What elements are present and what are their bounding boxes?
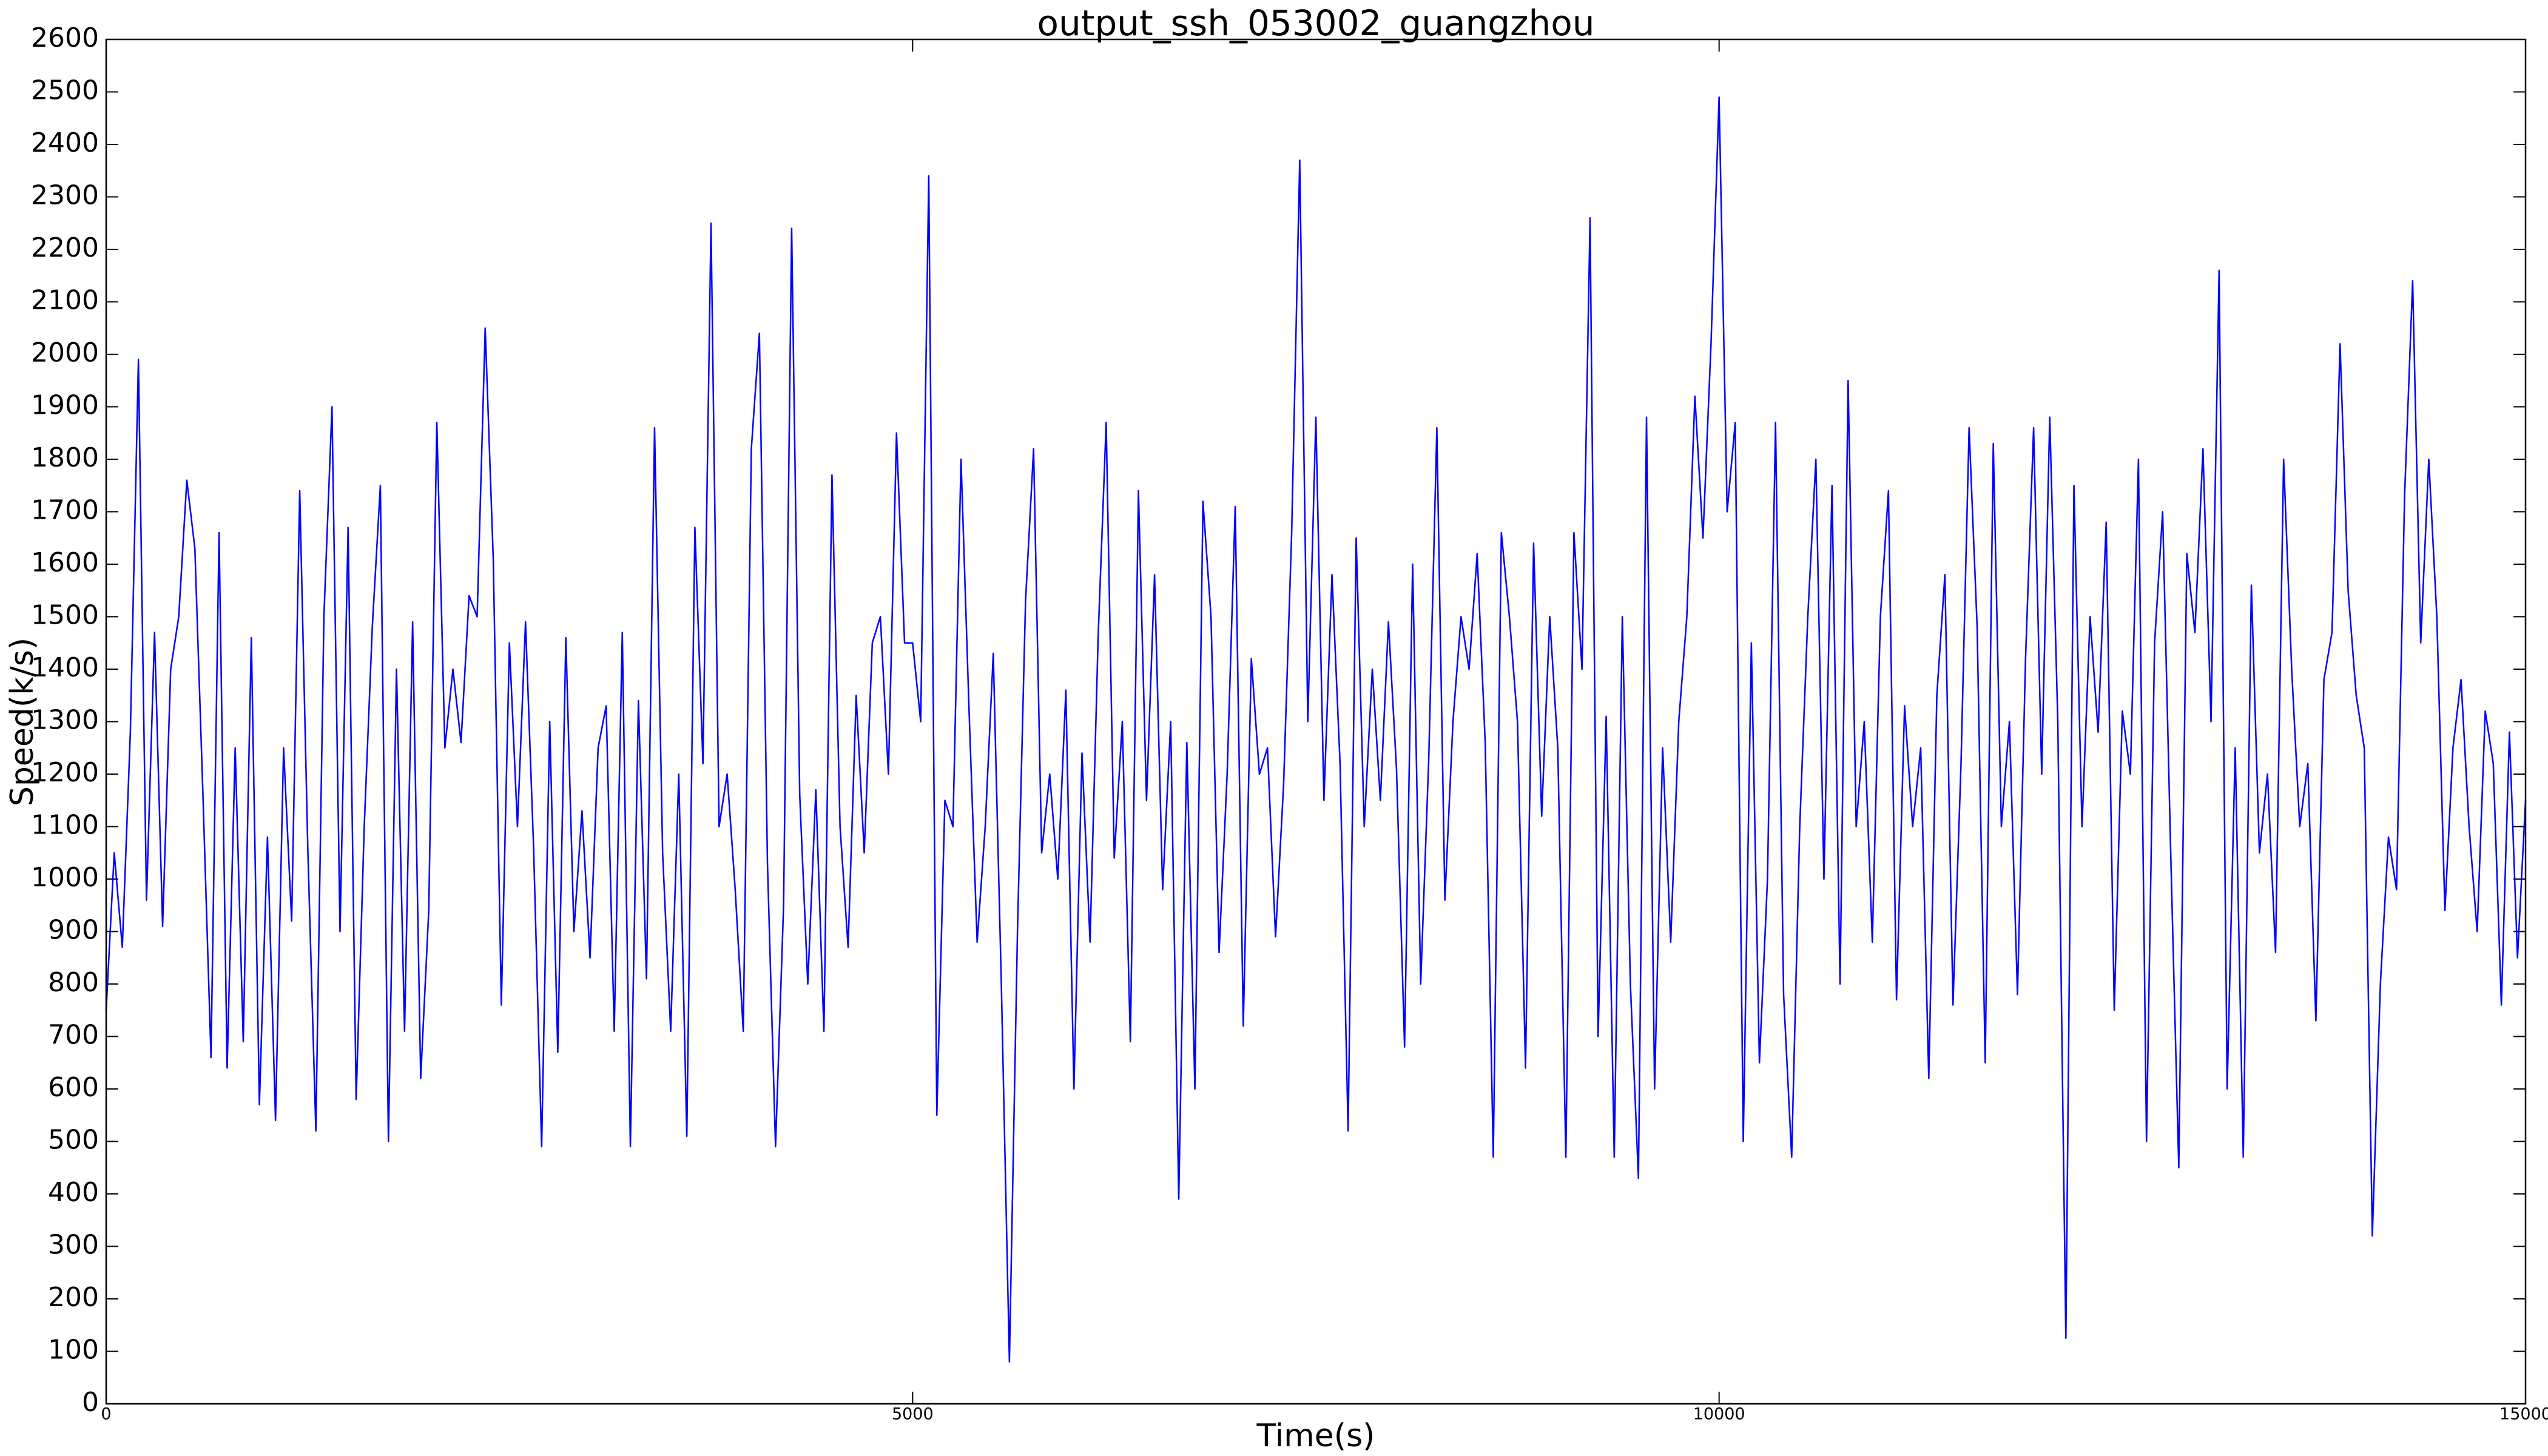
y-tick-label: 2600: [31, 22, 99, 53]
y-tick-label: 2300: [31, 180, 99, 211]
y-tick-label: 2100: [31, 285, 99, 316]
chart-title: output_ssh_053002_guangzhou: [1037, 2, 1594, 44]
y-tick-label: 500: [48, 1125, 99, 1156]
y-tick-label: 1100: [31, 810, 99, 841]
y-tick-label: 1800: [31, 442, 99, 473]
x-tick-label: 5000: [892, 1405, 934, 1424]
y-tick-label: 1400: [31, 652, 99, 683]
y-tick-label: 300: [48, 1230, 99, 1261]
x-tick-label: 10000: [1693, 1405, 1745, 1424]
y-tick-label: 600: [48, 1072, 99, 1103]
y-tick-label: 0: [82, 1387, 99, 1418]
y-tick-label: 800: [48, 967, 99, 998]
y-tick-label: 1200: [31, 757, 99, 788]
y-tick-label: 1500: [31, 600, 99, 631]
y-tick-label: 900: [48, 915, 99, 946]
y-tick-label: 1600: [31, 547, 99, 578]
y-tick-label: 1300: [31, 705, 99, 736]
y-tick-label: 2200: [31, 232, 99, 263]
y-tick-label: 2000: [31, 337, 99, 368]
y-tick-label: 1900: [31, 390, 99, 421]
x-axis-label: Time(s): [1256, 1418, 1375, 1454]
plot-frame: [105, 38, 2527, 1405]
y-tick-label: 200: [48, 1282, 99, 1313]
y-tick-label: 100: [48, 1335, 99, 1366]
y-tick-label: 400: [48, 1177, 99, 1208]
y-tick-label: 1700: [31, 495, 99, 526]
x-tick-label: 0: [101, 1405, 111, 1424]
y-tick-label: 1000: [31, 862, 99, 893]
y-tick-label: 700: [48, 1020, 99, 1051]
x-tick-label: 15000: [2499, 1405, 2548, 1424]
y-tick-label: 2400: [31, 127, 99, 158]
data-line: [105, 96, 2527, 1363]
y-tick-label: 2500: [31, 75, 99, 106]
y-axis-label: Speed(k/s): [4, 638, 41, 806]
